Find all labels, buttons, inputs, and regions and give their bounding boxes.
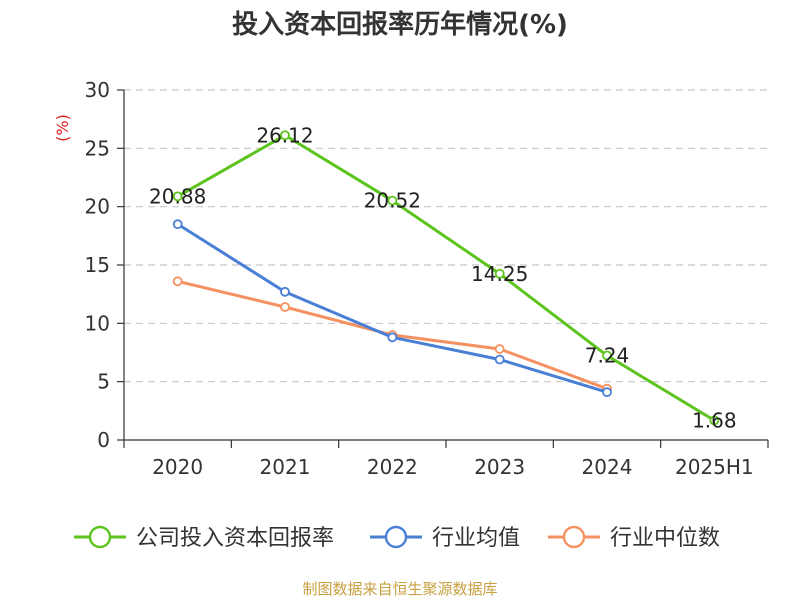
axes: 0 5 10 15 20 25 30 2020 2021 2022 2023 2024 2025H1 bbox=[85, 78, 769, 479]
data-point bbox=[387, 332, 398, 343]
data-label: 1.68 bbox=[692, 408, 737, 432]
data-label: 26.12 bbox=[256, 123, 313, 147]
data-point bbox=[172, 276, 183, 287]
series-lines bbox=[172, 130, 720, 426]
y-tick-label: 25 bbox=[85, 136, 110, 160]
data-label: 14.25 bbox=[471, 262, 528, 286]
y-tick-label: 30 bbox=[85, 78, 110, 102]
data-label: 7.24 bbox=[585, 344, 630, 368]
legend: 公司投入资本回报率 行业均值 行业中位数 bbox=[74, 525, 720, 551]
y-tick-label: 20 bbox=[85, 195, 110, 219]
x-tick-label: 2023 bbox=[474, 455, 525, 479]
data-point bbox=[280, 286, 290, 297]
legend-label: 行业均值 bbox=[432, 526, 520, 551]
data-point bbox=[602, 387, 612, 398]
legend-item[interactable]: 行业中位数 bbox=[548, 525, 720, 551]
legend-label: 公司投入资本回报率 bbox=[136, 526, 334, 551]
data-label: 20.52 bbox=[364, 189, 421, 213]
y-tick-label: 10 bbox=[85, 311, 110, 335]
legend-marker bbox=[88, 525, 112, 549]
y-tick-label: 5 bbox=[97, 370, 110, 394]
y-tick-label: 0 bbox=[97, 428, 110, 452]
series-2 bbox=[172, 219, 612, 398]
x-tick-label: 2020 bbox=[152, 455, 203, 479]
data-point bbox=[602, 350, 612, 361]
x-tick-label: 2021 bbox=[260, 455, 311, 479]
data-point bbox=[709, 415, 720, 426]
data-point bbox=[280, 302, 290, 312]
series-line bbox=[176, 133, 716, 422]
legend-marker bbox=[562, 525, 586, 549]
data-point bbox=[280, 130, 290, 141]
x-tick-label: 2025H1 bbox=[675, 455, 754, 479]
x-tick-label: 2022 bbox=[367, 455, 418, 479]
y-axis-unit-label: (%) bbox=[53, 114, 72, 142]
chart-title: 投入资本回报率历年情况(%) bbox=[232, 9, 568, 40]
x-tick-label: 2024 bbox=[582, 455, 633, 479]
data-label: 20.88 bbox=[149, 184, 206, 208]
series-1 bbox=[172, 130, 720, 426]
data-point bbox=[494, 344, 505, 354]
data-point bbox=[387, 195, 398, 206]
legend-item[interactable]: 公司投入资本回报率 bbox=[74, 525, 334, 551]
data-point bbox=[172, 219, 183, 230]
data-labels: 20.88 26.12 20.52 14.25 7.24 1.68 bbox=[149, 123, 737, 432]
data-point bbox=[494, 354, 505, 365]
legend-item[interactable]: 行业均值 bbox=[370, 525, 520, 551]
legend-marker bbox=[384, 525, 408, 549]
legend-label: 行业中位数 bbox=[610, 526, 720, 551]
source-note: 制图数据来自恒生聚源数据库 bbox=[302, 580, 497, 598]
data-point bbox=[172, 191, 183, 202]
data-point bbox=[494, 268, 505, 279]
y-tick-label: 15 bbox=[85, 253, 110, 277]
